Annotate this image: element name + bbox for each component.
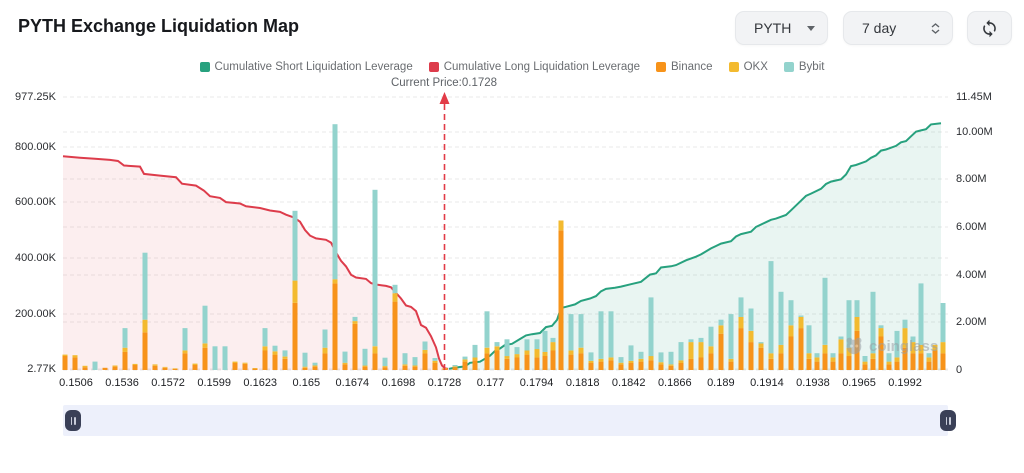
x-tick-label-17: 0.1965 [842, 377, 876, 389]
gridlines [63, 96, 948, 371]
current-price-line [439, 92, 450, 370]
y-axis-right-label-4: 4.00M [956, 269, 987, 281]
legend-swatch-icon [728, 62, 739, 72]
y-axis-right-label-0: 11.45M [956, 91, 992, 103]
x-tick-label-6: 0.1674 [335, 377, 370, 389]
coinglass-watermark-text: coinglass [869, 337, 939, 355]
y-axis-left-label-0: 977.25K [15, 91, 56, 103]
legend-swatch-icon [783, 62, 794, 72]
long-area [63, 156, 448, 370]
x-tick-label-8: 0.1728 [427, 377, 462, 389]
chevron-up-icon [931, 22, 940, 28]
short-line [448, 122, 942, 370]
x-tick-label-0: 0.1506 [59, 377, 93, 389]
x-tick-label-18: 0.1992 [888, 377, 922, 389]
chart-legend: Cumulative Short Liquidation Leverage Cum… [0, 61, 1024, 73]
stepper-icons [931, 22, 940, 34]
legend-swatch-icon [428, 62, 439, 72]
y-axis-right-label-1: 10.00M [956, 126, 993, 138]
y-axis-left-label-4: 200.00K [15, 308, 56, 320]
x-tick-label-13: 0.1866 [657, 377, 692, 389]
x-tick-label-10: 0.1794 [519, 377, 554, 389]
period-select-value: 7 day [862, 20, 897, 36]
slider-handle-right[interactable] [940, 410, 956, 431]
x-tick-label-7: 0.1698 [381, 377, 416, 389]
chevron-down-icon [807, 25, 815, 31]
legend-item-2[interactable]: Binance [656, 61, 713, 73]
slider-track[interactable] [63, 405, 948, 436]
y-axis-left-label-3: 400.00K [15, 252, 56, 264]
long-line [62, 155, 449, 370]
coinglass-logo-icon [846, 337, 862, 355]
slider-handle-left[interactable] [65, 410, 81, 431]
page-title: PYTH Exchange Liquidation Map [18, 16, 300, 36]
legend-swatch-icon [199, 62, 210, 72]
legend-item-0[interactable]: Cumulative Short Liquidation Leverage [199, 61, 413, 73]
current-price-label: Current Price:0.1728 [390, 77, 498, 89]
x-tick-label-3: 0.1599 [197, 377, 231, 389]
coinglass-watermark: coinglass [843, 335, 938, 357]
short-area [449, 123, 941, 370]
y-axis-left-label-1: 800.00K [15, 141, 56, 153]
legend-swatch-icon [656, 62, 667, 72]
y-axis-right-label-6: 0 [956, 364, 963, 376]
y-axis-right-label-2: 8.00M [956, 173, 987, 185]
refresh-button[interactable] [967, 11, 1012, 45]
x-tick-label-5: 0.165 [292, 377, 321, 389]
x-tick-label-15: 0.1914 [750, 377, 784, 389]
symbol-select[interactable]: PYTH [735, 11, 828, 45]
refresh-icon [983, 19, 996, 37]
y-axis-left-label-5: 2.77K [27, 363, 56, 375]
symbol-select-value: PYTH [754, 20, 792, 36]
liquidation-bars [62, 124, 946, 370]
y-axis-right-label-3: 6.00M [956, 221, 987, 233]
period-select[interactable]: 7 day [843, 11, 953, 45]
x-tick-label-9: 0.177 [476, 377, 505, 389]
x-tick-label-12: 0.1842 [611, 377, 646, 389]
y-axis-left-label-2: 600.00K [15, 196, 56, 208]
x-tick-label-2: 0.1572 [151, 377, 185, 389]
legend-item-1[interactable]: Cumulative Long Liquidation Leverage [428, 61, 640, 73]
x-tick-label-1: 0.1536 [105, 377, 139, 389]
legend-item-3[interactable]: OKX [728, 61, 768, 73]
x-tick-label-16: 0.1938 [796, 377, 830, 389]
x-tick-label-11: 0.1818 [565, 377, 600, 389]
legend-item-4[interactable]: Bybit [783, 61, 824, 73]
chevron-down-icon [931, 28, 940, 34]
x-tick-label-14: 0.189 [707, 377, 735, 389]
x-tick-label-4: 0.1623 [243, 377, 278, 389]
y-axis-right-label-5: 2.00M [956, 316, 987, 328]
